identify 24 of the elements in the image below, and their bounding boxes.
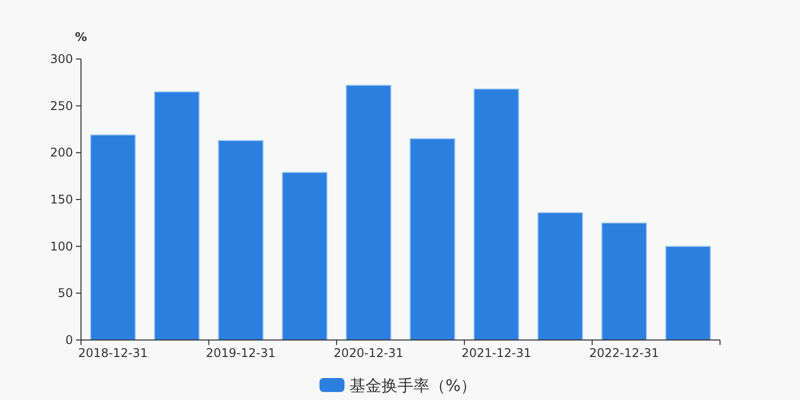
bar [537,212,584,340]
y-axis-title: % [74,30,88,44]
legend-label: 基金换手率（%） [350,376,477,395]
x-tick-label: 2018-12-31 [78,346,148,360]
bar [346,84,392,340]
bar [601,222,648,340]
bar [282,172,328,340]
bar [154,91,200,340]
bar [473,88,520,340]
bar [410,138,456,340]
y-tick-label: 100 [50,239,73,254]
x-tick-label: 2020-12-31 [334,346,404,360]
bar [90,134,136,340]
y-tick-label: 300 [50,52,73,66]
x-tick-label: 2022-12-31 [589,346,660,360]
bar [665,246,711,340]
y-tick-label: 50 [58,286,73,300]
x-tick-label: 2019-12-31 [206,346,276,360]
y-tick-label: 150 [50,192,73,206]
y-tick-label: 250 [50,98,73,113]
y-tick-label: 200 [50,146,73,160]
x-tick-label: 2021-12-31 [461,346,532,360]
bar [218,140,264,340]
y-tick-label: 0 [65,333,73,347]
